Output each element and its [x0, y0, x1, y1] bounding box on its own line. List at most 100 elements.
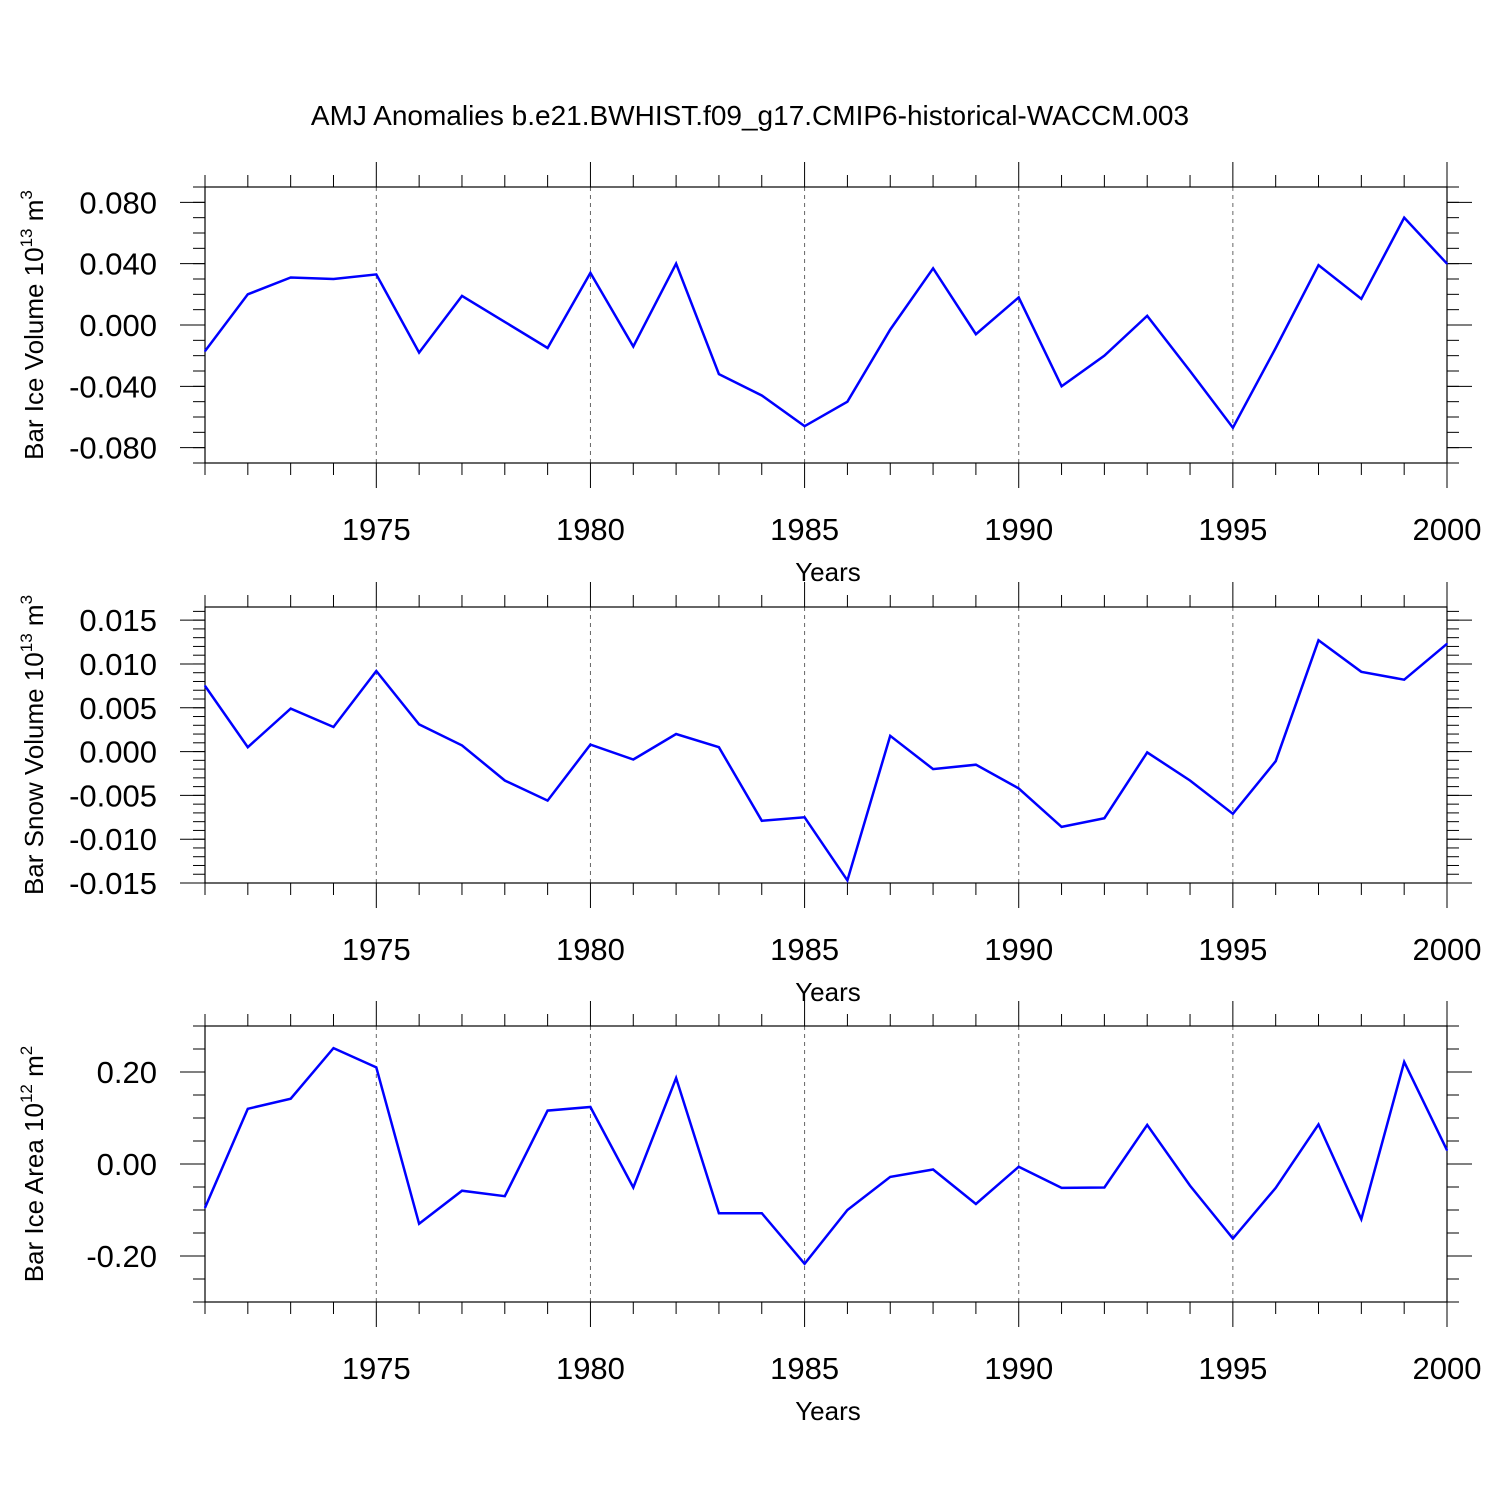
- y-axis-label-unit-exponent: 3: [17, 190, 36, 199]
- data-point-1997: [1317, 1123, 1320, 1126]
- data-point-1978: [503, 321, 506, 323]
- y-tick-label: -0.080: [69, 431, 157, 466]
- data-point-1978: [503, 1195, 506, 1197]
- data-point-1986: [846, 1209, 849, 1211]
- x-tick-label: 1975: [342, 932, 411, 967]
- x-axis-label: Years: [795, 557, 861, 587]
- data-point-1996: [1274, 760, 1277, 763]
- data-point-1972: [247, 293, 249, 296]
- y-axis-label-unit: m: [19, 604, 49, 633]
- y-axis-label-text: Bar Ice Area 10: [19, 1103, 49, 1282]
- data-point-1989: [975, 333, 977, 336]
- y-axis-label-unit: m: [19, 200, 49, 229]
- data-point-1975: [375, 1066, 378, 1069]
- data-point-1983: [718, 1212, 720, 1215]
- y-axis-label: Bar Ice Volume 1013 m3: [17, 190, 49, 460]
- data-point-1976: [418, 351, 420, 354]
- y-tick-label: 0.20: [97, 1055, 157, 1090]
- y-axis-label-exponent: 13: [17, 633, 36, 652]
- y-tick-label: 0.000: [79, 308, 157, 343]
- y-axis-label: Bar Snow Volume 1013 m3: [17, 595, 49, 895]
- x-tick-label: 1985: [770, 932, 839, 967]
- x-tick-label: 1985: [770, 512, 839, 547]
- data-point-1976: [418, 723, 420, 726]
- data-point-1989: [975, 763, 977, 766]
- data-point-1995: [1232, 426, 1234, 429]
- data-point-1981: [632, 1186, 635, 1189]
- data-point-1990: [1017, 296, 1020, 299]
- data-point-1974: [332, 1047, 335, 1049]
- data-point-1972: [247, 1108, 249, 1110]
- data-point-1995: [1232, 812, 1234, 815]
- x-tick-label: 2000: [1413, 512, 1482, 547]
- x-tick-label: 2000: [1413, 1351, 1482, 1386]
- y-axis-label-unit: m: [19, 1055, 49, 1084]
- data-point-1980: [589, 272, 592, 274]
- x-axis-label: Years: [795, 1396, 861, 1426]
- y-tick-label: 0.080: [79, 185, 157, 220]
- data-point-1987: [889, 328, 892, 331]
- y-tick-label: -0.005: [69, 778, 157, 813]
- data-point-1990: [1017, 1165, 1020, 1168]
- data-point-1991: [1060, 385, 1063, 388]
- data-point-1988: [932, 768, 934, 770]
- data-point-1984: [760, 1212, 763, 1215]
- data-point-2000: [1446, 1149, 1448, 1151]
- data-point-1971: [204, 1206, 206, 1209]
- data-point-1975: [375, 670, 378, 672]
- x-tick-label: 1995: [1198, 512, 1267, 547]
- data-point-1993: [1146, 751, 1149, 754]
- data-point-1986: [846, 400, 849, 403]
- plot-frame: [204, 1025, 1448, 1303]
- data-point-1985: [803, 425, 806, 428]
- data-point-1974: [332, 726, 335, 728]
- data-point-1991: [1060, 1187, 1063, 1189]
- x-axis-label: Years: [795, 977, 861, 1007]
- data-point-1971: [204, 350, 206, 352]
- x-tick-label: 1985: [770, 1351, 839, 1386]
- data-point-1980: [589, 1106, 592, 1108]
- x-tick-label: 1980: [556, 1351, 625, 1386]
- data-point-1990: [1017, 787, 1020, 790]
- data-point-1993: [1146, 315, 1149, 317]
- data-point-1996: [1274, 347, 1277, 349]
- data-point-1971: [204, 685, 206, 687]
- data-point-1994: [1189, 370, 1191, 372]
- series-line: [203, 638, 1448, 884]
- y-tick-label: -0.20: [86, 1239, 157, 1274]
- panel-3: 0.20 0.00 -0.20 1975 1980 1985 1990 1995 2000 Yea…: [17, 1001, 1481, 1426]
- data-point-1987: [889, 735, 892, 737]
- data-point-1999: [1403, 216, 1405, 219]
- panel-2: 0.015 0.010 0.005 0.000 -0.005 -0.010 -0.015 19…: [17, 582, 1481, 1007]
- plot-frame: [204, 606, 1448, 884]
- data-point-1979: [546, 799, 549, 802]
- data-point-1977: [461, 295, 463, 297]
- data-point-1985: [803, 1263, 806, 1265]
- data-point-1982: [675, 1077, 677, 1079]
- data-point-1983: [718, 746, 720, 748]
- data-point-1988: [932, 1168, 934, 1171]
- y-axis-label-text: Bar Snow Volume 10: [19, 652, 49, 895]
- panel-1: 0.080 0.040 0.000 -0.040 -0.080 1975 1980 1985 1…: [17, 162, 1481, 587]
- data-point-2000: [1446, 643, 1448, 645]
- data-point-1979: [546, 347, 549, 349]
- y-axis-label: Bar Ice Area 1012 m2: [17, 1046, 49, 1283]
- data-point-1979: [546, 1109, 549, 1112]
- y-tick-label: 0.005: [79, 691, 157, 726]
- plot-frame: [204, 186, 1448, 464]
- data-point-1998: [1360, 298, 1363, 300]
- data-point-1994: [1189, 779, 1191, 782]
- y-tick-label: -0.040: [69, 369, 157, 404]
- series-line: [203, 1046, 1449, 1266]
- data-point-1983: [718, 373, 720, 375]
- y-axis-label-exponent: 12: [17, 1084, 36, 1103]
- data-point-1974: [332, 278, 335, 280]
- data-point-1996: [1274, 1187, 1277, 1189]
- x-tick-label: 1995: [1198, 1351, 1267, 1386]
- data-point-1985: [803, 816, 806, 819]
- data-point-1998: [1360, 671, 1363, 673]
- data-point-1998: [1360, 1218, 1363, 1220]
- data-point-1984: [760, 819, 763, 822]
- data-point-1972: [247, 746, 249, 748]
